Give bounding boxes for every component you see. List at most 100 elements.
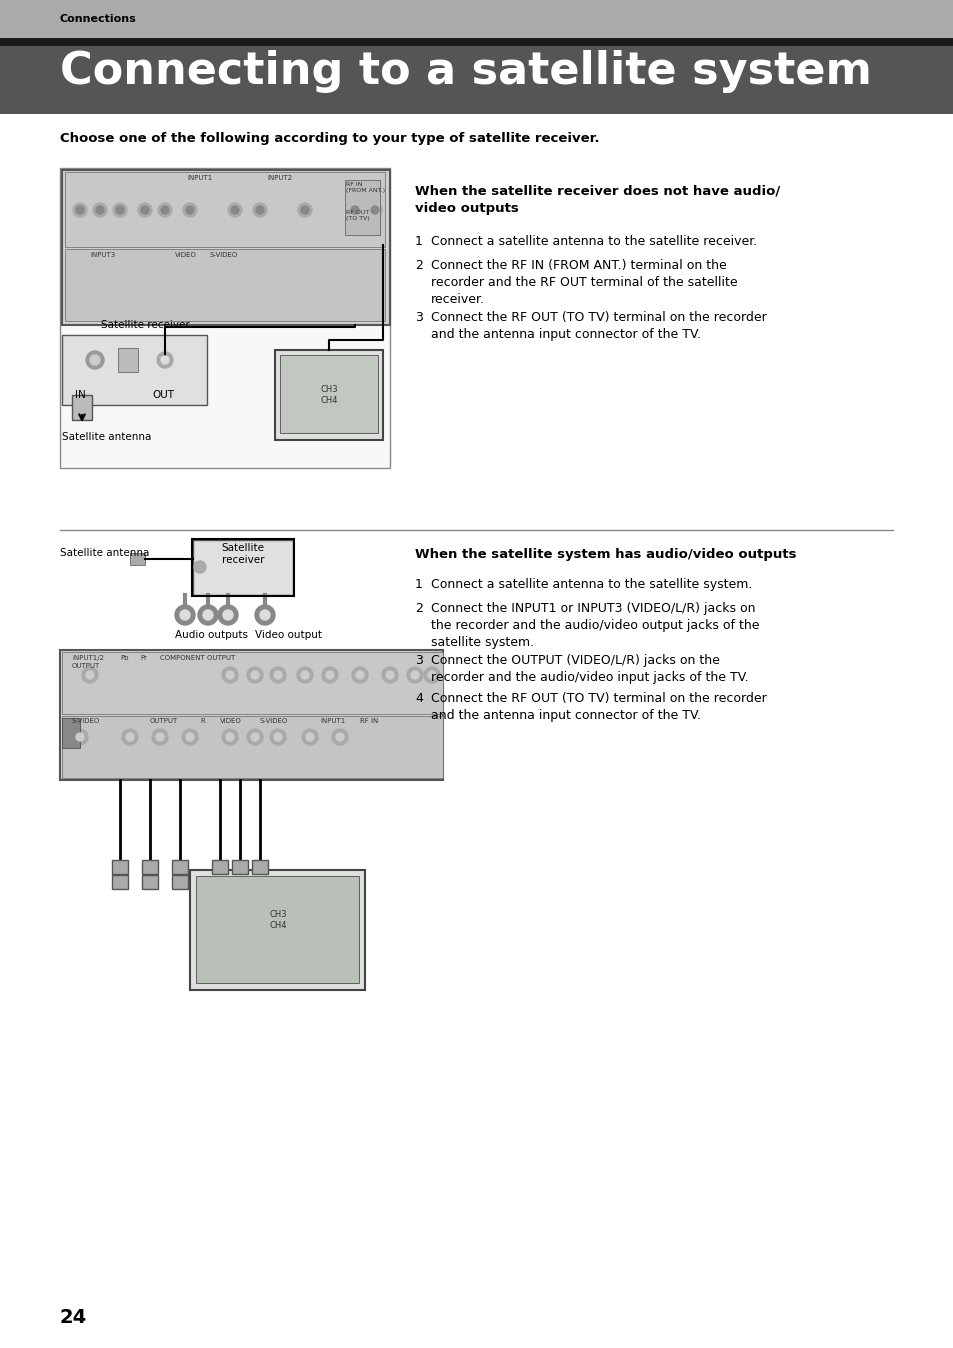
Circle shape	[138, 204, 152, 217]
Circle shape	[351, 206, 358, 214]
Text: INPUT1: INPUT1	[319, 718, 345, 724]
Circle shape	[301, 206, 309, 214]
Text: Audio outputs: Audio outputs	[174, 630, 248, 640]
Bar	[62, 652, 442, 714]
Text: OUTPUT: OUTPUT	[71, 663, 100, 669]
Circle shape	[368, 204, 381, 217]
Circle shape	[253, 204, 267, 217]
Text: RF OUT
(TO TV): RF OUT (TO TV)	[346, 210, 370, 221]
Circle shape	[247, 729, 263, 745]
Bar	[0, 0, 953, 38]
Text: CH3
CH4: CH3 CH4	[269, 910, 287, 930]
Bar	[142, 875, 158, 888]
Text: 2: 2	[415, 603, 422, 615]
Text: Connect the RF OUT (TO TV) terminal on the recorder
and the antenna input connec: Connect the RF OUT (TO TV) terminal on t…	[431, 311, 766, 341]
Text: Satellite antenna: Satellite antenna	[62, 431, 152, 442]
Circle shape	[247, 667, 263, 683]
Text: COMPONENT OUTPUT: COMPONENT OUTPUT	[160, 655, 235, 661]
Bar	[71, 395, 91, 421]
Circle shape	[260, 611, 270, 620]
Text: OUTPUT: OUTPUT	[150, 718, 178, 724]
Bar	[274, 350, 382, 439]
Circle shape	[226, 671, 233, 679]
Circle shape	[141, 206, 149, 214]
Circle shape	[423, 667, 439, 683]
Circle shape	[296, 667, 313, 683]
Circle shape	[193, 561, 206, 573]
Bar	[212, 860, 228, 874]
Circle shape	[322, 667, 337, 683]
Circle shape	[180, 611, 190, 620]
Text: Connections: Connections	[60, 13, 136, 24]
Bar	[280, 355, 377, 433]
Circle shape	[156, 733, 164, 741]
Circle shape	[182, 729, 198, 745]
Circle shape	[183, 204, 196, 217]
Bar	[65, 249, 385, 321]
Circle shape	[428, 671, 436, 679]
Circle shape	[186, 206, 193, 214]
Circle shape	[255, 206, 264, 214]
Bar	[118, 348, 138, 372]
Text: Pb: Pb	[120, 655, 129, 661]
Text: 2: 2	[415, 259, 422, 272]
Bar	[62, 716, 442, 778]
Text: Connect a satellite antenna to the satellite system.: Connect a satellite antenna to the satel…	[431, 578, 752, 590]
Text: S-VIDEO: S-VIDEO	[260, 718, 288, 724]
Circle shape	[158, 204, 172, 217]
Bar	[195, 876, 358, 983]
Circle shape	[90, 355, 100, 365]
Bar	[192, 539, 294, 596]
Circle shape	[112, 204, 127, 217]
Circle shape	[222, 729, 237, 745]
Text: CH3
CH4: CH3 CH4	[320, 384, 337, 406]
Text: 4: 4	[415, 692, 422, 705]
Text: Satellite antenna: Satellite antenna	[60, 549, 150, 558]
Text: INPUT3: INPUT3	[90, 252, 115, 257]
Bar	[112, 875, 128, 888]
Bar	[62, 336, 207, 404]
Text: 1: 1	[415, 578, 422, 590]
Bar	[0, 38, 953, 46]
Circle shape	[231, 206, 239, 214]
Text: Satellite
receiver: Satellite receiver	[221, 543, 264, 565]
Circle shape	[251, 733, 258, 741]
Circle shape	[73, 204, 87, 217]
Text: Pr: Pr	[140, 655, 147, 661]
Bar	[62, 718, 80, 748]
Text: S-VIDEO: S-VIDEO	[210, 252, 238, 257]
Bar	[62, 170, 390, 325]
Circle shape	[254, 605, 274, 625]
Text: 24: 24	[60, 1308, 87, 1326]
Bar	[112, 860, 128, 874]
Circle shape	[270, 667, 286, 683]
Bar	[60, 168, 390, 468]
Bar	[60, 650, 442, 780]
Circle shape	[157, 352, 172, 368]
Circle shape	[198, 605, 218, 625]
Text: Connect the RF OUT (TO TV) terminal on the recorder
and the antenna input connec: Connect the RF OUT (TO TV) terminal on t…	[431, 692, 766, 723]
Circle shape	[335, 733, 344, 741]
Bar	[172, 875, 188, 888]
Text: INPUT1/2: INPUT1/2	[71, 655, 104, 661]
Text: R: R	[200, 718, 205, 724]
Bar	[142, 860, 158, 874]
Circle shape	[86, 350, 104, 369]
Text: VIDEO: VIDEO	[220, 718, 241, 724]
Bar	[252, 860, 268, 874]
Circle shape	[297, 204, 312, 217]
Text: Connect a satellite antenna to the satellite receiver.: Connect a satellite antenna to the satel…	[431, 235, 757, 248]
Circle shape	[222, 667, 237, 683]
Circle shape	[326, 671, 334, 679]
Circle shape	[161, 356, 169, 364]
Circle shape	[270, 729, 286, 745]
Text: Connect the INPUT1 or INPUT3 (VIDEO/L/R) jacks on
the recorder and the audio/vid: Connect the INPUT1 or INPUT3 (VIDEO/L/R)…	[431, 603, 759, 648]
Circle shape	[223, 611, 233, 620]
Circle shape	[161, 206, 169, 214]
Text: VIDEO: VIDEO	[174, 252, 196, 257]
Circle shape	[122, 729, 138, 745]
Circle shape	[306, 733, 314, 741]
Bar	[65, 173, 385, 247]
Circle shape	[301, 671, 309, 679]
Circle shape	[348, 204, 361, 217]
